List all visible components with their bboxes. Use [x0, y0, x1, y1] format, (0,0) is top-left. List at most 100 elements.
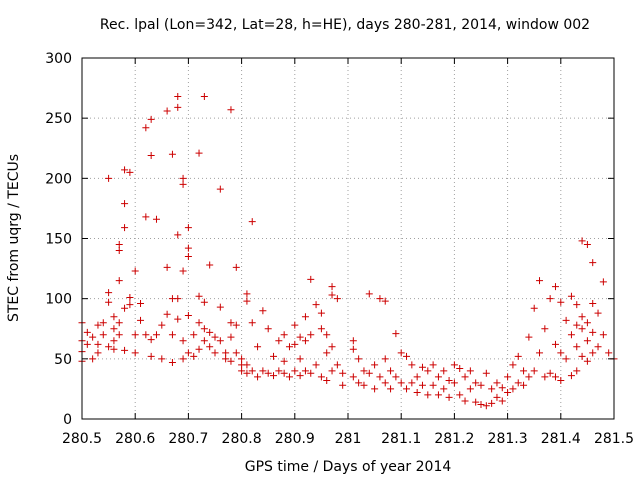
data-point [525, 333, 533, 341]
data-point [270, 372, 278, 380]
data-point [121, 200, 129, 208]
data-point [184, 224, 192, 232]
y-tick-label: 250 [45, 111, 72, 127]
data-point [94, 349, 102, 357]
data-point [504, 373, 512, 381]
x-tick-label: 280.7 [168, 431, 208, 447]
data-point [243, 290, 251, 298]
x-tick-label: 281.4 [541, 431, 581, 447]
data-point [445, 376, 453, 384]
data-point [94, 340, 102, 348]
data-point [206, 261, 214, 269]
data-point [589, 328, 597, 336]
data-point [152, 215, 160, 223]
data-point [152, 331, 160, 339]
data-point [211, 333, 219, 341]
data-point [89, 333, 97, 341]
data-point [429, 381, 437, 389]
data-point [296, 355, 304, 363]
data-point [594, 309, 602, 317]
data-point [280, 331, 288, 339]
data-point [190, 352, 198, 360]
x-tick-label: 280.6 [115, 431, 155, 447]
data-point [583, 357, 591, 365]
x-tick-label: 281.2 [434, 431, 474, 447]
data-point [248, 367, 256, 375]
data-point [206, 328, 214, 336]
data-point [493, 393, 501, 401]
data-point [115, 247, 123, 255]
data-point [222, 355, 230, 363]
data-point [403, 385, 411, 393]
data-point [567, 331, 575, 339]
data-point [472, 398, 480, 406]
axis-ticks: 280.5 280.6 280.7 280.8 280.9 281 281.1 281.2 28… [45, 51, 634, 447]
x-tick-label: 281.1 [381, 431, 421, 447]
data-point [530, 304, 538, 312]
data-point [275, 337, 283, 345]
data-point [307, 369, 315, 377]
data-point [168, 150, 176, 158]
data-point [216, 185, 224, 193]
data-point [583, 319, 591, 327]
data-point [349, 345, 357, 353]
data-point [605, 349, 613, 357]
data-point [296, 333, 304, 341]
data-point [259, 307, 267, 315]
data-point [466, 385, 474, 393]
data-point [461, 373, 469, 381]
data-point [514, 352, 522, 360]
data-point [349, 373, 357, 381]
data-point [429, 361, 437, 369]
data-point [573, 321, 581, 329]
data-point [365, 369, 373, 377]
data-point [238, 367, 246, 375]
data-point [562, 355, 570, 363]
data-point [328, 283, 336, 291]
chart-title: Rec. lpal (Lon=342, Lat=28, h=HE), days … [100, 17, 590, 33]
data-point [115, 277, 123, 285]
data-point [589, 299, 597, 307]
data-point [376, 373, 384, 381]
data-point [317, 373, 325, 381]
data-point [174, 231, 182, 239]
data-point [195, 292, 203, 300]
data-point [413, 389, 421, 397]
data-point [147, 115, 155, 123]
data-point [168, 358, 176, 366]
x-axis-label: GPS time / Days of year 2014 [245, 459, 452, 475]
data-point [248, 218, 256, 226]
data-point [312, 361, 320, 369]
data-point [174, 93, 182, 101]
data-point [450, 379, 458, 387]
data-point [232, 263, 240, 271]
data-point [557, 349, 565, 357]
data-point [195, 319, 203, 327]
data-point [445, 393, 453, 401]
data-point [195, 345, 203, 353]
data-point [578, 237, 586, 245]
data-point [583, 337, 591, 345]
y-tick-label: 100 [45, 292, 72, 308]
data-point [131, 349, 139, 357]
data-point [408, 361, 416, 369]
data-point [285, 373, 293, 381]
data-point [339, 381, 347, 389]
data-point [578, 325, 586, 333]
data-point [174, 103, 182, 111]
data-point [99, 319, 107, 327]
data-point [525, 373, 533, 381]
data-point [184, 312, 192, 320]
data-point [259, 367, 267, 375]
data-point [184, 244, 192, 252]
data-point [461, 397, 469, 405]
data-point [323, 331, 331, 339]
y-tick-label: 150 [45, 232, 72, 248]
data-point [142, 331, 150, 339]
data-point [381, 297, 389, 305]
data-point [179, 267, 187, 275]
data-point [482, 369, 490, 377]
data-point [472, 379, 480, 387]
data-point [200, 337, 208, 345]
data-point [482, 402, 490, 410]
